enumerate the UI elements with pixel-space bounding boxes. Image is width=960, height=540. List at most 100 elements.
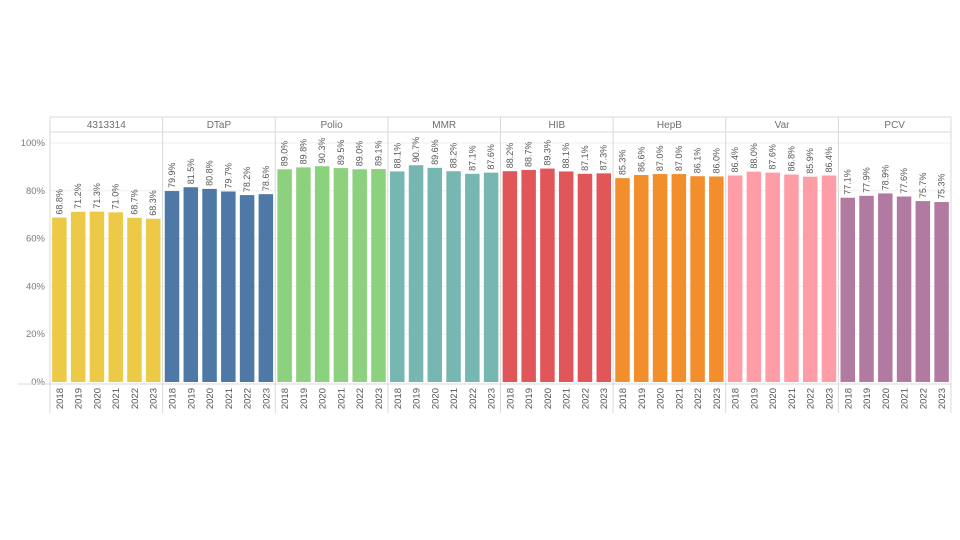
bar[interactable] xyxy=(108,212,123,382)
x-tick-label: 2018 xyxy=(55,388,66,409)
group-title: Polio xyxy=(320,120,343,131)
bar[interactable] xyxy=(89,211,105,382)
data-label: 87.1% xyxy=(580,145,590,171)
bar[interactable] xyxy=(690,176,705,382)
bar[interactable] xyxy=(296,167,311,382)
bar[interactable] xyxy=(164,191,180,382)
group-title: 4313314 xyxy=(87,120,126,131)
data-label: 87.0% xyxy=(674,146,684,172)
bar[interactable] xyxy=(483,172,499,382)
data-label: 88.2% xyxy=(505,143,515,169)
data-label: 89.5% xyxy=(336,140,346,166)
bar[interactable] xyxy=(352,169,367,382)
x-tick-label: 2018 xyxy=(731,388,742,409)
bar[interactable] xyxy=(577,173,593,382)
data-label: 79.7% xyxy=(223,163,233,189)
x-tick-label: 2018 xyxy=(505,388,516,409)
bar[interactable] xyxy=(521,170,536,382)
data-label: 77.1% xyxy=(843,169,853,195)
bar[interactable] xyxy=(709,176,724,382)
bar[interactable] xyxy=(634,175,649,382)
x-tick-label: 2023 xyxy=(599,388,610,409)
data-label: 88.0% xyxy=(749,143,759,169)
x-tick-label: 2021 xyxy=(900,388,911,409)
data-label: 87.1% xyxy=(467,145,477,171)
x-tick-label: 2018 xyxy=(280,388,291,409)
bar[interactable] xyxy=(784,174,799,382)
data-label: 81.5% xyxy=(186,159,196,185)
x-tick-label: 2019 xyxy=(74,388,85,409)
x-tick-label: 2022 xyxy=(130,388,141,409)
bar[interactable] xyxy=(427,167,443,382)
y-tick-label: 40% xyxy=(26,281,46,292)
data-label: 89.0% xyxy=(355,141,365,167)
x-tick-label: 2023 xyxy=(712,388,723,409)
bar[interactable] xyxy=(746,171,762,382)
x-tick-label: 2023 xyxy=(937,388,948,409)
bar[interactable] xyxy=(540,168,555,382)
data-label: 89.1% xyxy=(373,141,383,167)
group-title: PCV xyxy=(884,120,905,131)
x-tick-label: 2022 xyxy=(468,388,479,409)
y-tick-label: 80% xyxy=(26,186,46,197)
x-tick-label: 2022 xyxy=(580,388,591,409)
bar[interactable] xyxy=(896,196,912,382)
bar[interactable] xyxy=(615,178,630,382)
data-label: 86.1% xyxy=(693,148,703,174)
bar[interactable] xyxy=(202,188,217,382)
bar[interactable] xyxy=(221,191,236,382)
bar[interactable] xyxy=(183,187,199,382)
x-tick-label: 2020 xyxy=(881,388,892,409)
data-label: 71.2% xyxy=(73,183,83,209)
data-label: 78.6% xyxy=(261,166,271,192)
x-tick-label: 2018 xyxy=(393,388,404,409)
x-tick-label: 2020 xyxy=(92,388,103,409)
bar[interactable] xyxy=(333,168,349,382)
bar[interactable] xyxy=(859,195,874,382)
bar[interactable] xyxy=(878,193,893,382)
group-title: Var xyxy=(775,120,790,131)
bar[interactable] xyxy=(145,218,161,382)
data-label: 89.6% xyxy=(430,139,440,165)
data-label: 86.4% xyxy=(730,147,740,173)
bar[interactable] xyxy=(821,175,837,382)
data-label: 80.8% xyxy=(205,160,215,186)
data-label: 75.3% xyxy=(937,174,947,200)
bar[interactable] xyxy=(558,171,574,382)
bar[interactable] xyxy=(390,171,405,382)
y-tick-label: 100% xyxy=(21,138,46,149)
x-tick-label: 2021 xyxy=(449,388,460,409)
bar[interactable] xyxy=(277,169,292,382)
x-tick-label: 2018 xyxy=(618,388,629,409)
bar[interactable] xyxy=(652,174,668,382)
group-title: MMR xyxy=(432,120,456,131)
bar[interactable] xyxy=(258,194,274,382)
bar[interactable] xyxy=(408,165,424,382)
bar[interactable] xyxy=(127,217,142,382)
data-label: 89.3% xyxy=(542,140,552,166)
bar[interactable] xyxy=(840,197,856,382)
bar[interactable] xyxy=(934,202,949,382)
group-title: HepB xyxy=(657,120,682,131)
bar[interactable] xyxy=(915,201,931,382)
bar[interactable] xyxy=(765,172,780,382)
bar[interactable] xyxy=(70,211,86,382)
bar[interactable] xyxy=(802,176,818,382)
bar[interactable] xyxy=(727,175,743,382)
bar[interactable] xyxy=(239,195,255,382)
x-tick-label: 2023 xyxy=(487,388,498,409)
bar[interactable] xyxy=(465,173,480,382)
data-label: 89.0% xyxy=(280,141,290,167)
bar[interactable] xyxy=(371,169,386,382)
bar[interactable] xyxy=(52,217,67,382)
data-label: 68.8% xyxy=(54,189,64,215)
bar[interactable] xyxy=(502,171,518,382)
x-tick-label: 2022 xyxy=(693,388,704,409)
data-label: 78.9% xyxy=(880,165,890,191)
y-tick-label: 20% xyxy=(26,329,46,340)
bar[interactable] xyxy=(314,166,330,382)
bar[interactable] xyxy=(596,173,611,382)
bar[interactable] xyxy=(671,174,687,382)
data-label: 78.2% xyxy=(242,167,252,193)
bar[interactable] xyxy=(446,171,461,382)
